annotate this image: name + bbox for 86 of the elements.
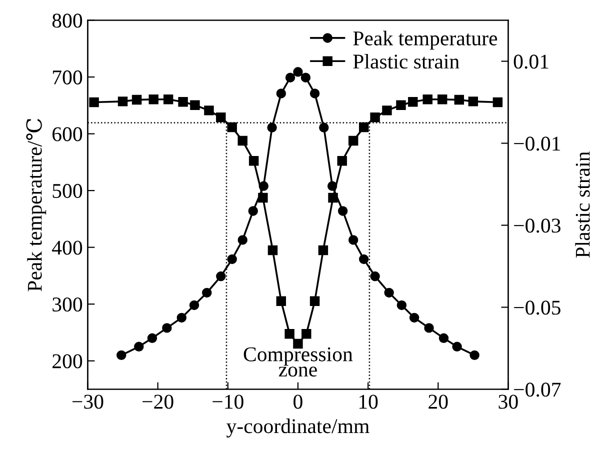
point [227, 254, 237, 264]
y-axis-title: Peak temperature/℃ [26, 118, 46, 292]
point [468, 96, 478, 106]
point [89, 97, 99, 108]
point [408, 96, 418, 107]
x-tick-label: 20 [428, 394, 448, 409]
point [438, 333, 449, 344]
y2-tick-label: −0.01 [514, 136, 560, 151]
point [300, 72, 311, 82]
point [162, 323, 172, 333]
x-tick-label: −10 [212, 394, 244, 409]
x-tick-label: 30 [498, 394, 518, 409]
point [492, 97, 503, 108]
point [267, 122, 277, 132]
point [358, 122, 369, 132]
point [452, 342, 462, 352]
point [358, 254, 369, 264]
point [238, 235, 248, 245]
point [396, 100, 406, 110]
point [348, 136, 358, 146]
point [227, 122, 237, 132]
y2-tick-label: −0.07 [514, 382, 561, 397]
y2-tick-label: −0.03 [514, 218, 560, 233]
point [118, 96, 128, 106]
y-tick-label: 300 [52, 297, 82, 312]
point [454, 94, 464, 105]
point [370, 271, 380, 282]
annotation: Compression zone [244, 347, 353, 377]
y-tick-label: 400 [52, 240, 82, 255]
legend-label: Peak temperature [353, 30, 498, 50]
point [470, 350, 480, 360]
y2-axis-title: Plastic strain [575, 152, 590, 258]
point [424, 323, 434, 333]
point [338, 206, 348, 216]
point [132, 94, 142, 105]
point [147, 333, 158, 344]
point [284, 329, 294, 339]
point [293, 67, 303, 77]
point [216, 271, 226, 282]
point [285, 72, 296, 82]
x-tick-label: −30 [72, 394, 104, 409]
point [258, 192, 268, 203]
point [268, 245, 278, 256]
point [238, 136, 248, 146]
point [319, 122, 329, 132]
point [163, 94, 174, 104]
point [409, 312, 420, 323]
point [176, 312, 186, 323]
x-axis-title: y-coordinate/mm [226, 418, 370, 438]
point [382, 106, 392, 116]
point [189, 300, 200, 310]
point [134, 342, 144, 352]
point [276, 88, 286, 98]
point [204, 106, 214, 116]
point [310, 296, 320, 306]
x-tick-label: −20 [142, 394, 174, 409]
point [202, 288, 212, 298]
x-tick-label: 0 [294, 394, 302, 409]
point [328, 192, 338, 203]
point [384, 288, 394, 298]
point [348, 235, 358, 245]
y2-tick-label: −0.05 [514, 300, 560, 315]
point [178, 96, 188, 107]
point [276, 296, 286, 306]
point [318, 245, 328, 256]
x-tick-label: 10 [359, 394, 378, 409]
y-tick-label: 200 [52, 354, 82, 368]
point [310, 88, 320, 98]
y-tick-label: 600 [52, 127, 82, 142]
point [248, 206, 258, 216]
point [396, 300, 407, 310]
point [248, 156, 259, 166]
point [437, 94, 448, 104]
point [116, 350, 126, 360]
point [337, 156, 347, 166]
point [370, 112, 380, 122]
point [422, 94, 432, 104]
y-tick-label: 500 [52, 184, 82, 198]
point [302, 329, 312, 339]
y-tick-label: 700 [52, 70, 82, 84]
legend-label: Plastic strain [353, 54, 460, 69]
y-tick-label: 800 [52, 14, 82, 28]
point [216, 112, 226, 122]
point [190, 100, 200, 110]
point [148, 94, 158, 104]
y2-tick-label: 0.01 [514, 54, 548, 69]
